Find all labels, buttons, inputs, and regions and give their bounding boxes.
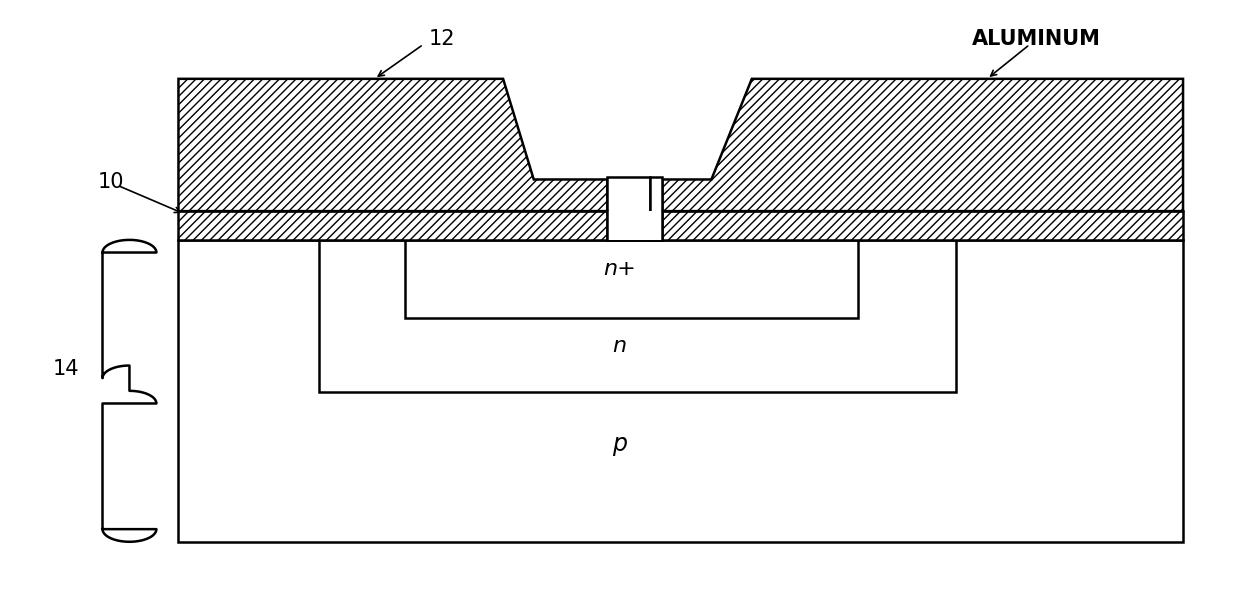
- Bar: [178, 240, 1183, 542]
- Text: 14: 14: [52, 359, 79, 379]
- Bar: [178, 211, 1183, 240]
- Bar: [650, 177, 663, 240]
- Text: 12: 12: [429, 29, 455, 48]
- Text: SiO: SiO: [1115, 173, 1151, 193]
- Bar: [607, 177, 650, 240]
- Text: p: p: [612, 432, 627, 456]
- Text: 10: 10: [98, 173, 124, 193]
- Polygon shape: [178, 79, 607, 211]
- Polygon shape: [663, 79, 1183, 211]
- Bar: [607, 211, 663, 240]
- Bar: [405, 240, 859, 317]
- Text: 2: 2: [1162, 184, 1172, 198]
- Text: n: n: [612, 336, 627, 356]
- Text: ALUMINUM: ALUMINUM: [971, 29, 1100, 48]
- Text: n+: n+: [603, 259, 636, 279]
- Bar: [320, 240, 957, 392]
